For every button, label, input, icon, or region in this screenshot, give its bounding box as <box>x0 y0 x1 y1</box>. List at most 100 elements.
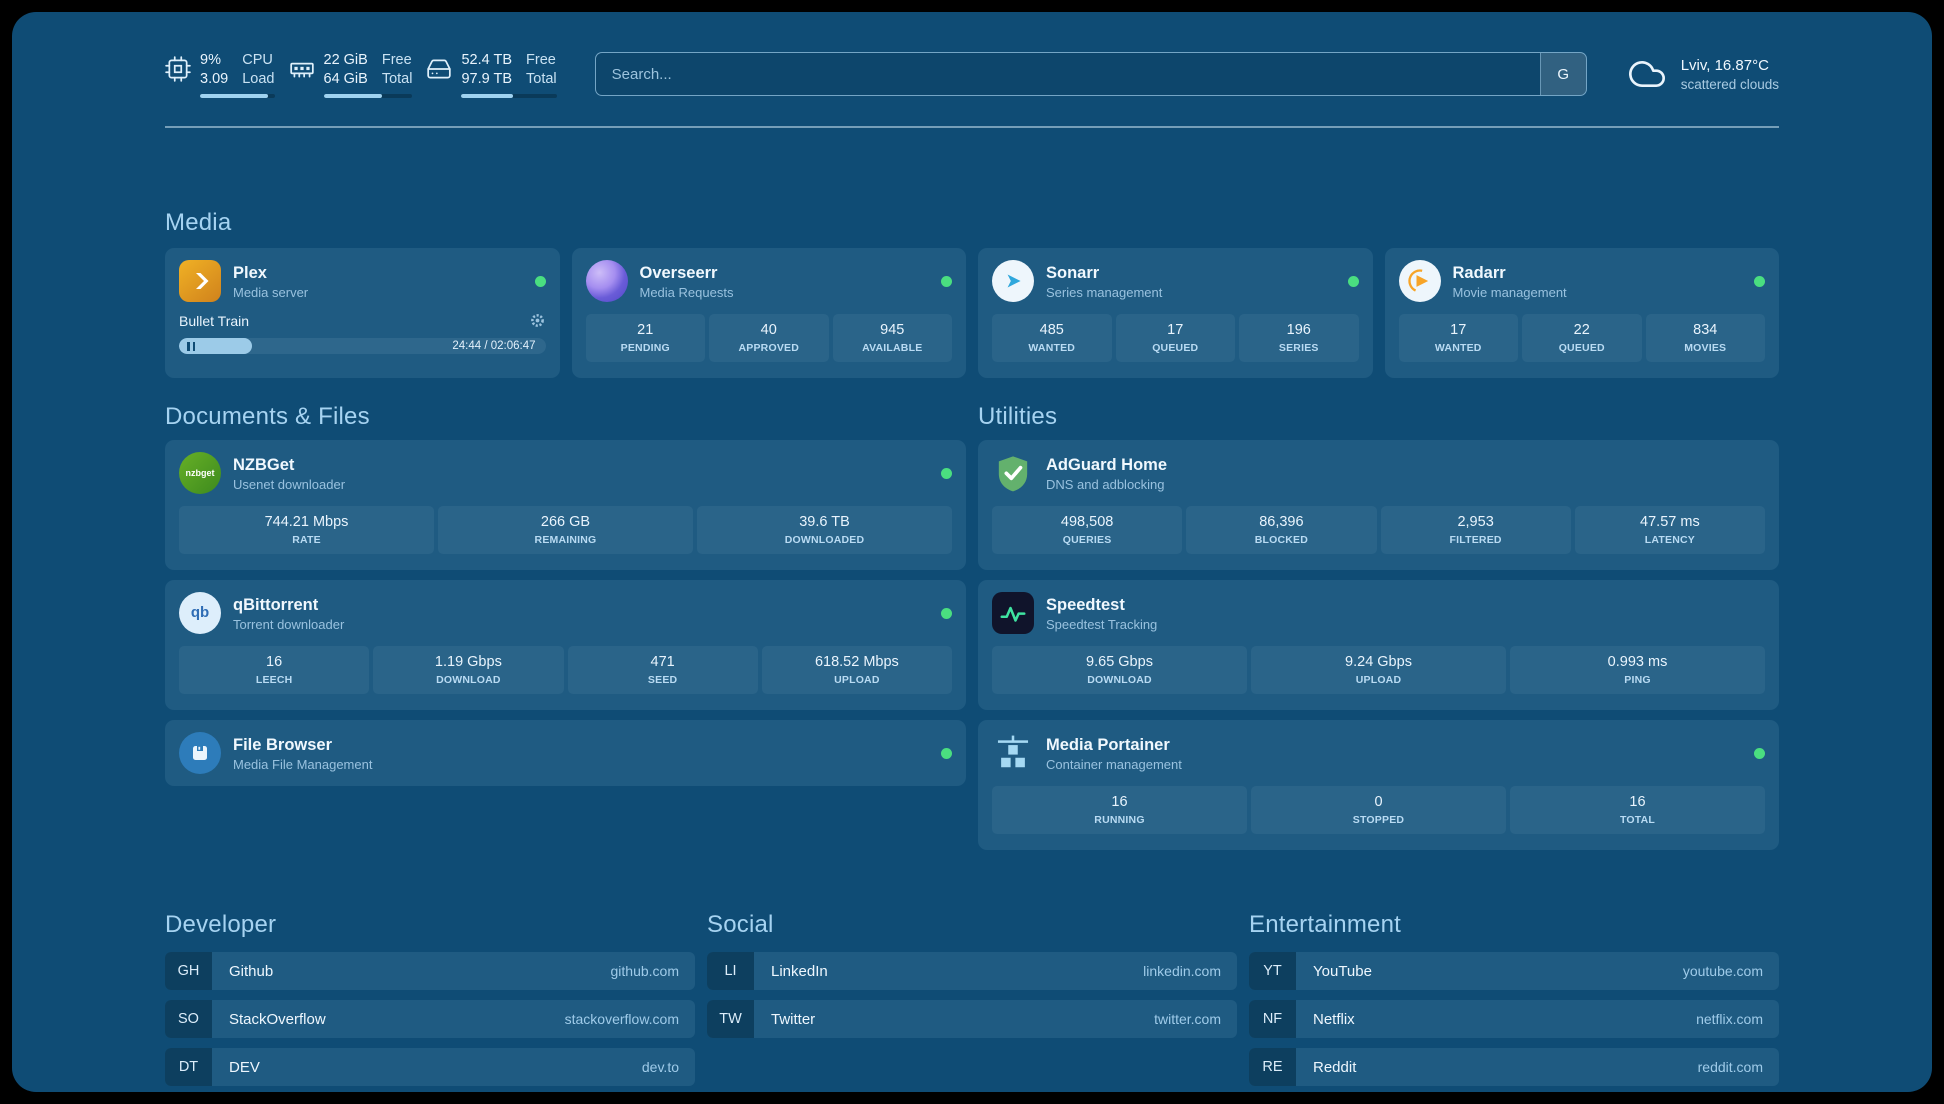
stat-label: TOTAL <box>1619 814 1656 826</box>
card-title: Media Portainer <box>1046 735 1170 754</box>
card-speedtest[interactable]: Speedtest Speedtest Tracking 9.65 Gbps D… <box>978 580 1779 710</box>
stat-box: 485 WANTED <box>992 314 1112 362</box>
stat-value: 47.57 ms <box>1640 514 1700 530</box>
gear-icon[interactable] <box>529 312 546 329</box>
bookmark-url: github.com <box>610 963 679 979</box>
card-overseerr[interactable]: Overseerr Media Requests 21 PENDING 40 A… <box>571 248 966 378</box>
radarr-icon <box>1398 260 1441 302</box>
section-header-developer: Developer <box>165 911 277 938</box>
cpu-load-label: Load <box>242 70 275 87</box>
stat-box: 9.24 Gbps UPLOAD <box>1251 646 1506 694</box>
disk-total-label: Total <box>526 70 557 87</box>
disk-free-label: Free <box>526 51 556 68</box>
card-filebrowser[interactable]: File Browser Media File Management <box>165 720 966 786</box>
section-utilities: Utilities AdGuard Home DNS and adblocki <box>978 402 1779 860</box>
stat-label: RATE <box>292 534 321 546</box>
memory-total-label: Total <box>381 70 413 87</box>
stat-label: APPROVED <box>738 342 800 354</box>
stat-box: 39.6 TB DOWNLOADED <box>697 506 952 554</box>
now-playing-title: Bullet Train <box>179 312 250 329</box>
stat-value: 498,508 <box>1060 514 1114 530</box>
adguard-icon <box>992 452 1034 494</box>
stat-value: 17 <box>1450 322 1467 338</box>
bookmark-name: StackOverflow <box>229 1010 326 1028</box>
bookmark-name: Netflix <box>1313 1010 1355 1028</box>
search-bar: G <box>594 52 1587 96</box>
section-header-entertainment: Entertainment <box>1249 911 1402 938</box>
stat-label: STOPPED <box>1352 814 1405 826</box>
stat-label: DOWNLOAD <box>436 674 501 686</box>
bookmark-row-dev[interactable]: DT DEV dev.to <box>165 1048 695 1086</box>
stat-box: 471 SEED <box>567 646 758 694</box>
bookmark-name: Reddit <box>1313 1058 1357 1076</box>
bookmark-abbr: LI <box>707 952 754 990</box>
card-radarr[interactable]: Radarr Movie management 17 WANTED 22 QUE… <box>1384 248 1779 378</box>
portainer-icon <box>992 732 1034 774</box>
bookmark-row-linkedin[interactable]: LI LinkedIn linkedin.com <box>707 952 1237 990</box>
system-widgets: 9% 3.09 CPU Load <box>165 51 557 98</box>
bookmark-abbr: GH <box>165 952 212 990</box>
status-dot <box>941 607 952 619</box>
bookmark-row-reddit[interactable]: RE Reddit reddit.com <box>1249 1048 1779 1086</box>
card-title: Speedtest <box>1046 595 1125 614</box>
playback-progress[interactable]: 24:44 / 02:06:47 <box>179 338 546 354</box>
stat-box: 1.19 Gbps DOWNLOAD <box>373 646 564 694</box>
card-title: qBittorrent <box>233 595 319 614</box>
card-nzbget[interactable]: nzbget NZBGet Usenet downloader 744.21 M… <box>165 440 966 570</box>
stat-box: 498,508 QUERIES <box>992 506 1183 554</box>
card-sonarr[interactable]: Sonarr Series management 485 WANTED 17 Q… <box>978 248 1373 378</box>
card-portainer[interactable]: Media Portainer Container management 16 … <box>978 720 1779 850</box>
stat-value: 16 <box>1629 794 1646 810</box>
stat-value: 21 <box>637 322 654 338</box>
bookmark-row-youtube[interactable]: YT YouTube youtube.com <box>1249 952 1779 990</box>
memory-icon <box>289 56 315 82</box>
status-dot <box>1754 747 1765 759</box>
card-subtitle: Container management <box>1046 756 1182 772</box>
stat-value: 471 <box>650 654 675 670</box>
search-input[interactable] <box>595 53 1540 95</box>
card-plex[interactable]: Plex Media server Bullet Train <box>165 248 560 378</box>
stat-value: 834 <box>1693 322 1718 338</box>
bookmark-row-github[interactable]: GH Github github.com <box>165 952 695 990</box>
stat-value: 0 <box>1374 794 1383 810</box>
card-subtitle: Series management <box>1046 284 1163 300</box>
card-subtitle: Media Requests <box>639 284 734 300</box>
memory-widget: 22 GiB 64 GiB Free Total <box>289 51 413 98</box>
card-title: NZBGet <box>233 455 295 474</box>
cpu-usage-bar <box>200 93 275 98</box>
pause-icon[interactable] <box>187 341 196 351</box>
card-qbittorrent[interactable]: qb qBittorrent Torrent downloader 16 LEE… <box>165 580 966 710</box>
stat-label: MOVIES <box>1684 342 1727 354</box>
bookmark-abbr: SO <box>165 1000 212 1038</box>
bookmark-url: youtube.com <box>1682 963 1763 979</box>
bookmark-abbr: TW <box>707 1000 754 1038</box>
cpu-percent: 9% <box>200 51 221 68</box>
overseerr-icon <box>585 260 628 302</box>
bookmark-name: DEV <box>229 1058 260 1076</box>
card-adguard[interactable]: AdGuard Home DNS and adblocking 498,508 … <box>978 440 1779 570</box>
stat-value: 9.24 Gbps <box>1345 654 1412 670</box>
card-subtitle: Media File Management <box>233 756 373 772</box>
status-dot <box>941 467 952 479</box>
card-title: Overseerr <box>639 263 718 282</box>
stat-label: SEED <box>647 674 678 686</box>
stat-box: 9.65 Gbps DOWNLOAD <box>992 646 1247 694</box>
card-title: File Browser <box>233 735 333 754</box>
search-provider-button[interactable]: G <box>1539 53 1586 95</box>
stat-value: 9.65 Gbps <box>1086 654 1153 670</box>
header-divider <box>165 126 1779 128</box>
stat-label: SERIES <box>1278 342 1319 354</box>
cpu-widget: 9% 3.09 CPU Load <box>165 51 275 98</box>
stat-value: 16 <box>266 654 283 670</box>
bookmark-row-netflix[interactable]: NF Netflix netflix.com <box>1249 1000 1779 1038</box>
card-subtitle: Movie management <box>1452 284 1567 300</box>
stat-label: LATENCY <box>1644 534 1695 546</box>
bookmark-row-twitter[interactable]: TW Twitter twitter.com <box>707 1000 1237 1038</box>
stat-box: 17 QUEUED <box>1115 314 1235 362</box>
stat-value: 196 <box>1286 322 1311 338</box>
stat-label: BLOCKED <box>1254 534 1309 546</box>
weather-widget: Lviv, 16.87°C scattered clouds <box>1625 54 1779 94</box>
stat-box: 16 LEECH <box>179 646 370 694</box>
stat-label: DOWNLOAD <box>1087 674 1152 686</box>
bookmark-row-stackoverflow[interactable]: SO StackOverflow stackoverflow.com <box>165 1000 695 1038</box>
